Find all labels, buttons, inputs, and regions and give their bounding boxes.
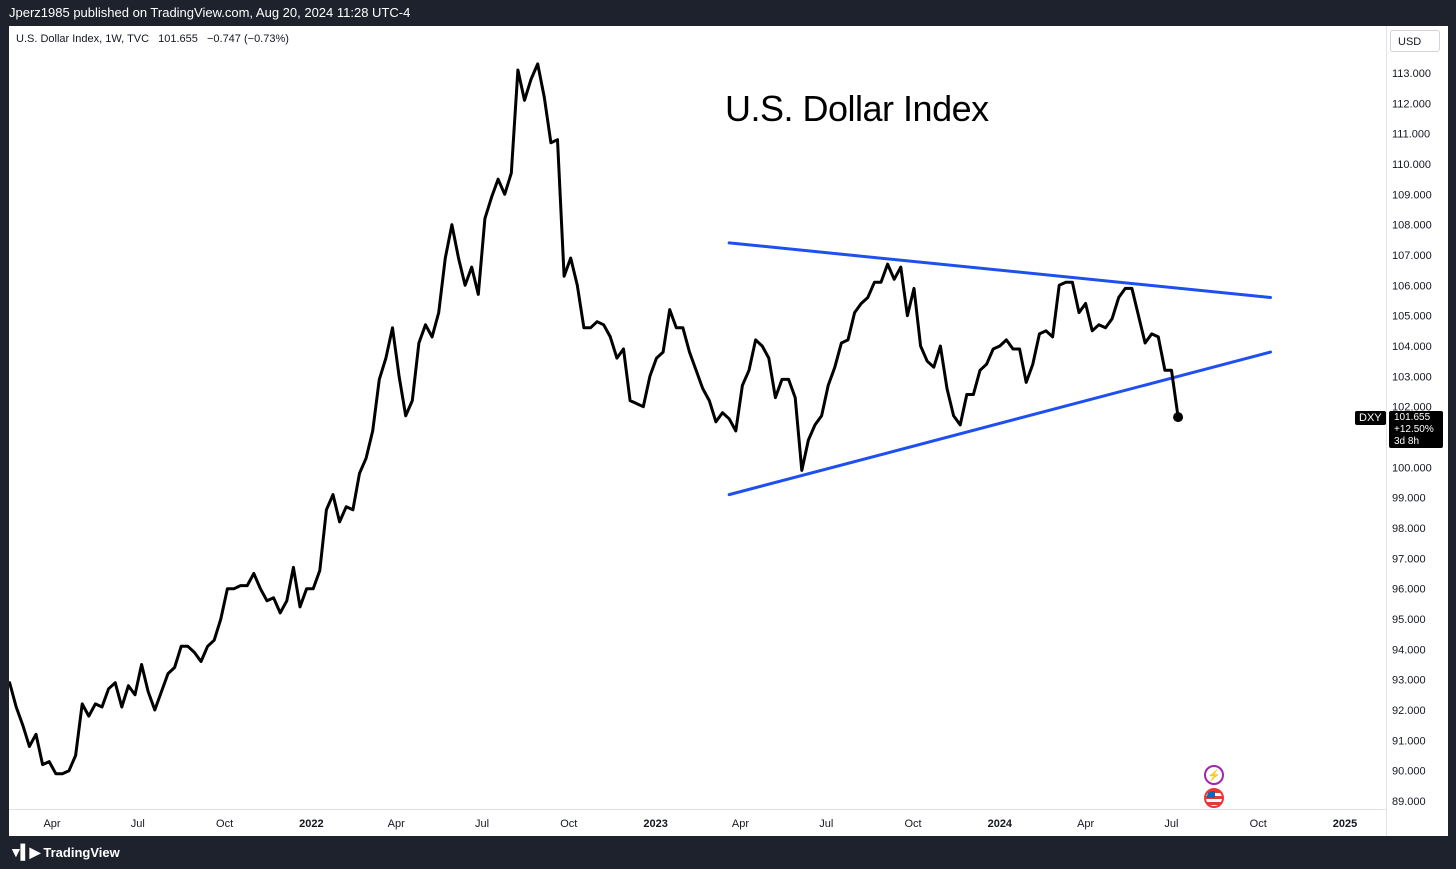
y-tick-label: 108.000 <box>1392 220 1432 232</box>
y-tick-label: 105.000 <box>1392 311 1432 323</box>
x-tick-label: 2024 <box>988 818 1013 830</box>
y-tick-label: 97.000 <box>1392 553 1426 565</box>
y-tick-label: 111.000 <box>1392 129 1430 141</box>
x-tick-label: Jul <box>819 818 833 830</box>
x-tick-label: Apr <box>43 818 60 830</box>
publisher-line: Jperz1985 published on TradingView.com, … <box>9 5 411 20</box>
x-tick-label: 2023 <box>643 818 667 830</box>
chart-title: U.S. Dollar Index <box>725 88 989 129</box>
y-tick-label: 93.000 <box>1392 675 1426 687</box>
y-tick-label: 99.000 <box>1392 493 1426 505</box>
price-scale-divider <box>1386 26 1387 836</box>
y-tick-label: 96.000 <box>1392 584 1426 596</box>
tradingview-brand: TradingView <box>43 845 120 860</box>
time-scale-divider <box>9 809 1386 810</box>
y-tick-label: 103.000 <box>1392 371 1432 383</box>
y-tick-label: 91.000 <box>1392 735 1426 747</box>
x-tick-label: Oct <box>1250 818 1267 830</box>
x-tick-label: Jul <box>1164 818 1178 830</box>
x-tick-label: Apr <box>1077 818 1094 830</box>
chart-panel: 89.000 90.000 91.000 92.000 93.000 94.000 95.0… <box>9 26 1448 836</box>
ticker-badge: DXY <box>1355 411 1386 425</box>
y-tick-label: 94.000 <box>1392 644 1426 656</box>
dxy-chart[interactable]: 89.000 90.000 91.000 92.000 93.000 94.000 95.0… <box>9 26 1448 836</box>
last-price-marker <box>1173 412 1184 423</box>
lightning-icon[interactable]: ⚡ <box>1204 765 1224 785</box>
x-tick-label: 2025 <box>1333 818 1357 830</box>
y-tick-label: 98.000 <box>1392 523 1426 535</box>
currency-button[interactable]: USD <box>1390 30 1440 52</box>
y-tick-label: 92.000 <box>1392 705 1426 717</box>
lower-trendline <box>727 350 1272 497</box>
bar-countdown: 3d 8h <box>1394 436 1420 447</box>
tradingview-logo[interactable]: ▼▍▶ TradingView <box>9 844 120 861</box>
upper-trendline <box>727 241 1272 299</box>
y-tick-label: 95.000 <box>1392 614 1426 626</box>
last-price-tag: 101.655 +12.50% 3d 8h <box>1389 411 1443 448</box>
legend-change: −0.747 (−0.73%) <box>206 33 289 45</box>
last-price-value: 101.655 <box>1394 412 1431 423</box>
y-tick-label: 107.000 <box>1392 250 1432 262</box>
us-flag-icon[interactable] <box>1204 788 1224 808</box>
x-tick-label: 2022 <box>299 818 323 830</box>
x-tick-label: Oct <box>216 818 233 830</box>
y-tick-label: 106.000 <box>1392 280 1432 292</box>
y-tick-label: 89.000 <box>1392 796 1426 808</box>
x-tick-label: Oct <box>560 818 577 830</box>
legend-symbol: U.S. Dollar Index, 1W, TVC <box>16 33 150 45</box>
y-tick-label: 113.000 <box>1392 68 1431 80</box>
tradingview-logo-icon: ▼▍▶ <box>9 844 40 860</box>
publisher-bar: Jperz1985 published on TradingView.com, … <box>0 0 1456 26</box>
dxy-price-line <box>9 62 1180 776</box>
x-tick-label: Oct <box>904 818 921 830</box>
footer-bar: ▼▍▶ TradingView <box>0 836 1456 869</box>
x-tick-label: Jul <box>475 818 489 830</box>
x-tick-label: Apr <box>388 818 405 830</box>
x-tick-label: Jul <box>131 818 145 830</box>
y-tick-label: 90.000 <box>1392 766 1426 778</box>
legend-last-price: 101.655 <box>158 33 198 45</box>
y-tick-label: 102.000 <box>1392 402 1432 414</box>
y-tick-label: 110.000 <box>1392 159 1431 171</box>
y-tick-label: 104.000 <box>1392 341 1432 353</box>
y-tick-label: 109.000 <box>1392 189 1432 201</box>
x-tick-label: Apr <box>732 818 749 830</box>
symbol-legend[interactable]: U.S. Dollar Index, 1W, TVC 101.655 −0.74… <box>16 33 289 45</box>
y-tick-label: 100.000 <box>1392 462 1432 474</box>
last-price-pct: +12.50% <box>1394 424 1434 435</box>
y-tick-label: 112.000 <box>1392 98 1431 110</box>
chart-area[interactable]: 89.000 90.000 91.000 92.000 93.000 94.000 95.0… <box>9 26 1432 830</box>
